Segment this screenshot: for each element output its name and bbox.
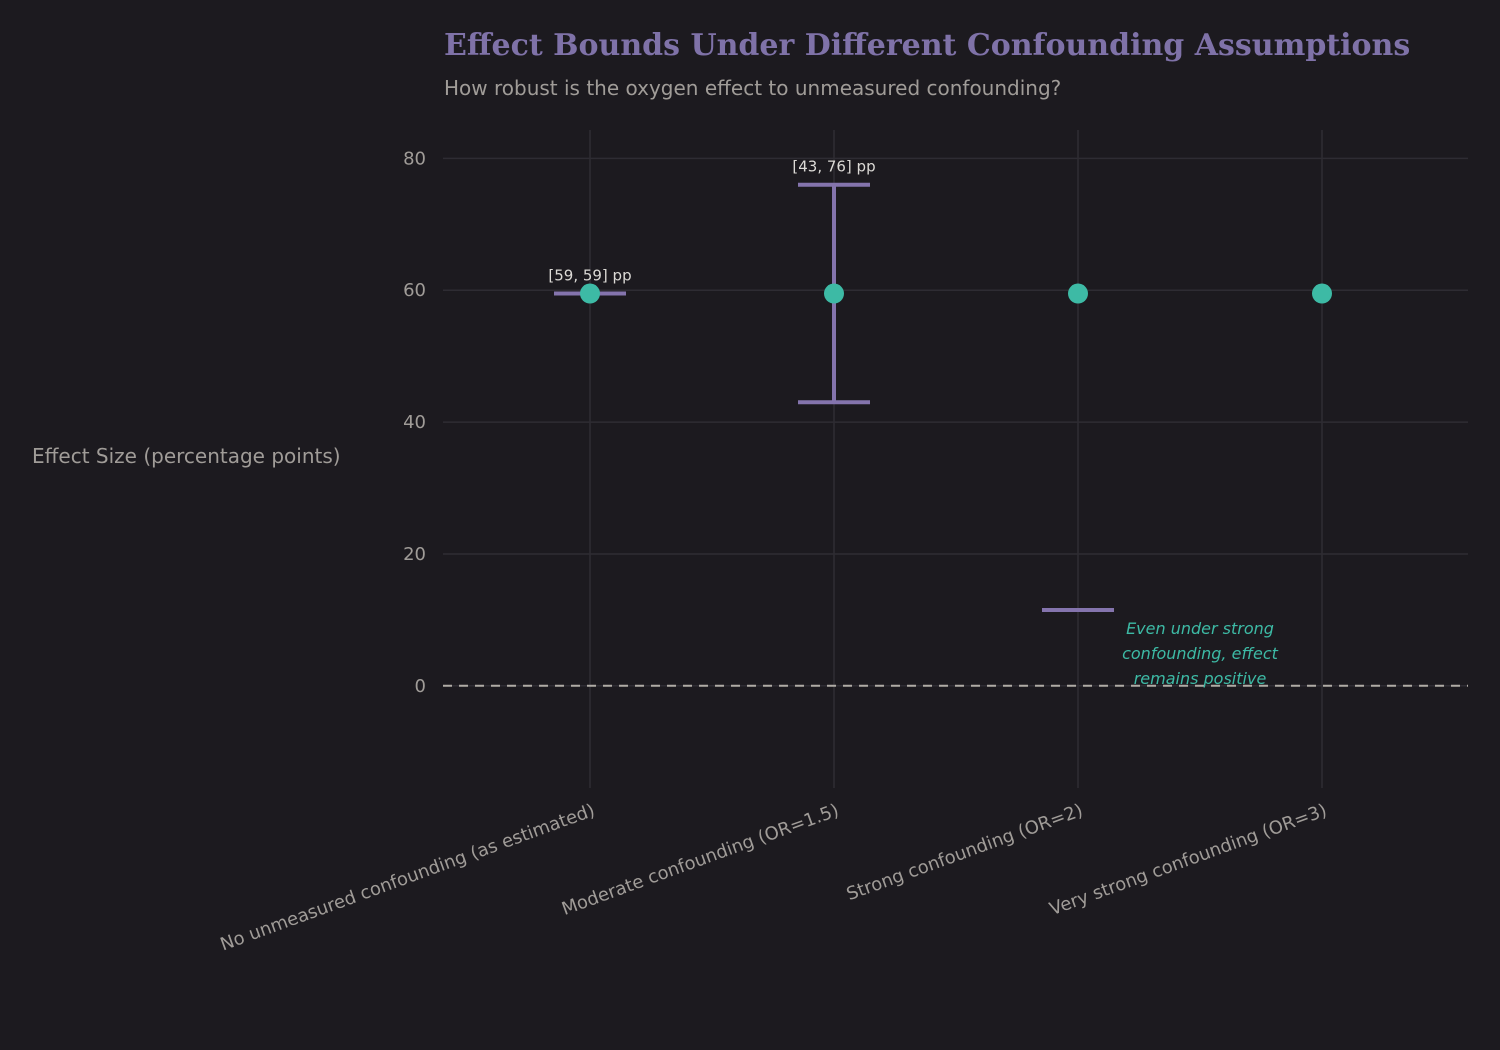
chart-title: Effect Bounds Under Different Confoundin… xyxy=(444,28,1411,63)
annotation-text: remains positive xyxy=(1134,669,1267,688)
y-axis-label: Effect Size (percentage points) xyxy=(32,444,341,468)
annotation-text: confounding, effect xyxy=(1122,644,1279,663)
x-tick-label: Moderate confounding (OR=1.5) xyxy=(559,800,842,920)
bound-label: [43, 76] pp xyxy=(792,158,875,176)
point-estimate xyxy=(580,283,600,304)
y-tick-label: 0 xyxy=(415,676,426,697)
y-tick-label: 80 xyxy=(403,148,426,169)
point-estimate xyxy=(1312,283,1332,304)
y-tick-label: 40 xyxy=(403,412,426,433)
x-tick-label: Strong confounding (OR=2) xyxy=(844,800,1086,905)
annotation-text: Even under strong xyxy=(1126,619,1274,638)
point-estimate xyxy=(824,283,844,304)
x-tick-label: Very strong confounding (OR=3) xyxy=(1047,800,1330,920)
y-tick-label: 60 xyxy=(403,280,426,301)
bound-label: [59, 59] pp xyxy=(548,267,631,285)
x-tick-label: No unmeasured confounding (as estimated) xyxy=(218,800,598,955)
point-estimate xyxy=(1068,283,1088,304)
chart-subtitle: How robust is the oxygen effect to unmea… xyxy=(444,76,1062,100)
y-tick-label: 20 xyxy=(403,544,426,565)
